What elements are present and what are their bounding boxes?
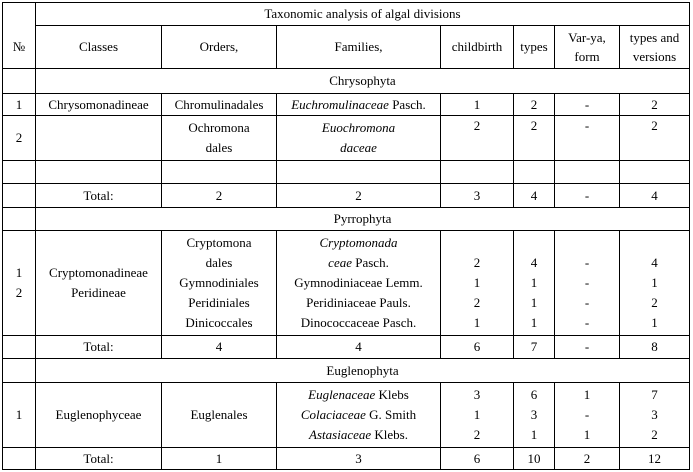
cell-class: Euglenophyceae	[35, 382, 162, 448]
table-row: 1 Euglenophyceae Euglenales Euglenaceae …	[2, 382, 690, 448]
cell-class: Chrysomonadineae	[35, 93, 162, 116]
cell-family: Euglenaceae Klebs Colaciaceae G. Smith Ast…	[276, 382, 441, 448]
total-varya: -	[554, 183, 620, 208]
total-childbirth: 6	[440, 335, 514, 359]
header-num: №	[2, 2, 36, 69]
total-childbirth: 3	[440, 183, 514, 208]
cell-varya: 1-1	[554, 382, 620, 448]
total-orders: 1	[161, 447, 277, 470]
family-line: daceae	[340, 140, 377, 155]
cell-varya: -	[554, 93, 620, 116]
cell-varya: -	[554, 115, 620, 161]
cell-order: Cryptomona dales Gymnodiniales Peridiniales…	[161, 230, 277, 336]
total-families: 3	[276, 447, 441, 470]
total-families: 2	[276, 183, 441, 208]
order-line: dales	[205, 140, 233, 155]
cell-family: Euchromulinaceae Pasch.	[276, 93, 441, 116]
total-orders: 4	[161, 335, 277, 359]
total-label: Total:	[35, 335, 162, 359]
cell-tv: 2	[619, 115, 690, 161]
empty-cell	[2, 68, 36, 94]
header-types: types	[513, 25, 555, 69]
family-italic: Euchromulinaceae	[291, 96, 389, 112]
table-row: 1 Chrysomonadineae Chromulinadales Euchr…	[2, 93, 690, 116]
division-pyrrophyta: Pyrrophyta	[35, 207, 690, 231]
header-orders: Orders,	[161, 25, 277, 69]
table-row: 2 Ochromona dales Euochromona daceae 2 2 -…	[2, 115, 690, 161]
cell-childbirth: 1	[440, 93, 514, 116]
total-childbirth: 6	[440, 447, 514, 470]
total-row: Total: 4 4 6 7 - 8	[2, 335, 690, 359]
cell-types: 2	[513, 115, 555, 161]
cell-order: Chromulinadales	[161, 93, 277, 116]
family-author: Pasch.	[388, 96, 426, 112]
cell-num: 1	[2, 382, 36, 448]
header-childbirth: childbirth	[440, 25, 514, 69]
total-orders: 2	[161, 183, 277, 208]
cell-family: Euochromona daceae	[276, 115, 441, 161]
total-types: 10	[513, 447, 555, 470]
total-types: 7	[513, 335, 555, 359]
cell-class	[35, 115, 162, 161]
cell-num: 2	[2, 115, 36, 161]
total-tv: 4	[619, 183, 690, 208]
total-row: Total: 1 3 6 10 2 12	[2, 447, 690, 470]
total-families: 4	[276, 335, 441, 359]
division-chrysophyta: Chrysophyta	[35, 68, 690, 94]
family-line: Euochromona	[321, 120, 396, 135]
total-types: 4	[513, 183, 555, 208]
division-euglenophyta: Euglenophyta	[35, 358, 690, 383]
cell-tv: 2	[619, 93, 690, 116]
cell-order: Ochromona dales	[161, 115, 277, 161]
cell-num: 1	[2, 93, 36, 116]
cell-childbirth: 2	[440, 115, 514, 161]
header-varya: Var-ya, form	[554, 25, 620, 69]
table-title: Taxonomic analysis of algal divisions	[35, 2, 690, 26]
total-varya: 2	[554, 447, 620, 470]
total-tv: 8	[619, 335, 690, 359]
cell-class: Cryptomonadineae Peridineae	[35, 230, 162, 336]
cell-order: Euglenales	[161, 382, 277, 448]
total-label: Total:	[35, 447, 162, 470]
cell-varya: ----	[554, 230, 620, 336]
cell-family: Cryptomonada ceae Pasch. Gymnodiniaceae Le…	[276, 230, 441, 336]
header-classes: Classes	[35, 25, 162, 69]
cell-types: 2	[513, 93, 555, 116]
total-varya: -	[554, 335, 620, 359]
total-row: Total: 2 2 3 4 - 4	[2, 183, 690, 208]
header-families: Families,	[276, 25, 441, 69]
order-line: Ochromona	[188, 120, 250, 135]
header-row: Classes Orders, Families, childbirth typ…	[3, 25, 690, 69]
empty-row	[2, 160, 690, 184]
total-tv: 12	[619, 447, 690, 470]
total-label: Total:	[35, 183, 162, 208]
header-types-versions: types and versions	[619, 25, 690, 69]
